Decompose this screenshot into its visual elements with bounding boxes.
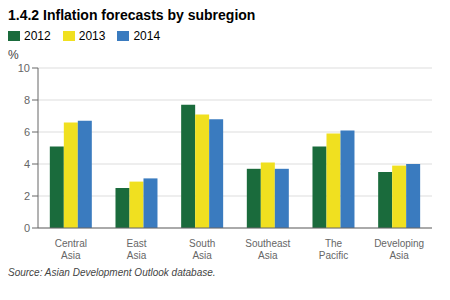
html-text:1.4.2 Inflation forecasts by s: 1.4.2 Inflation forecasts by subregion <box>8 7 256 23</box>
svg-text:DevelopingAsia: DevelopingAsia <box>374 238 424 261</box>
svg-text:0: 0 <box>24 222 30 234</box>
svg-text:SouthAsia: SouthAsia <box>189 238 215 261</box>
svg-text:SoutheastAsia: SoutheastAsia <box>245 238 290 261</box>
html-text:2013: 2013 <box>78 29 106 43</box>
html-text:2014: 2014 <box>133 29 161 43</box>
svg-text:8: 8 <box>24 94 30 106</box>
svg-text:4: 4 <box>24 158 30 170</box>
svg-text:6: 6 <box>24 126 30 138</box>
html-text:Source: Asian Development Outl: Source: Asian Development Outlook databa… <box>8 267 216 278</box>
svg-text:10: 10 <box>18 62 30 74</box>
svg-text:ThePacific: ThePacific <box>319 238 348 261</box>
svg-text:CentralAsia: CentralAsia <box>55 238 87 261</box>
svg-text:EastAsia: EastAsia <box>126 238 146 261</box>
svg-text:2: 2 <box>24 190 30 202</box>
html-text:2012: 2012 <box>24 29 51 43</box>
